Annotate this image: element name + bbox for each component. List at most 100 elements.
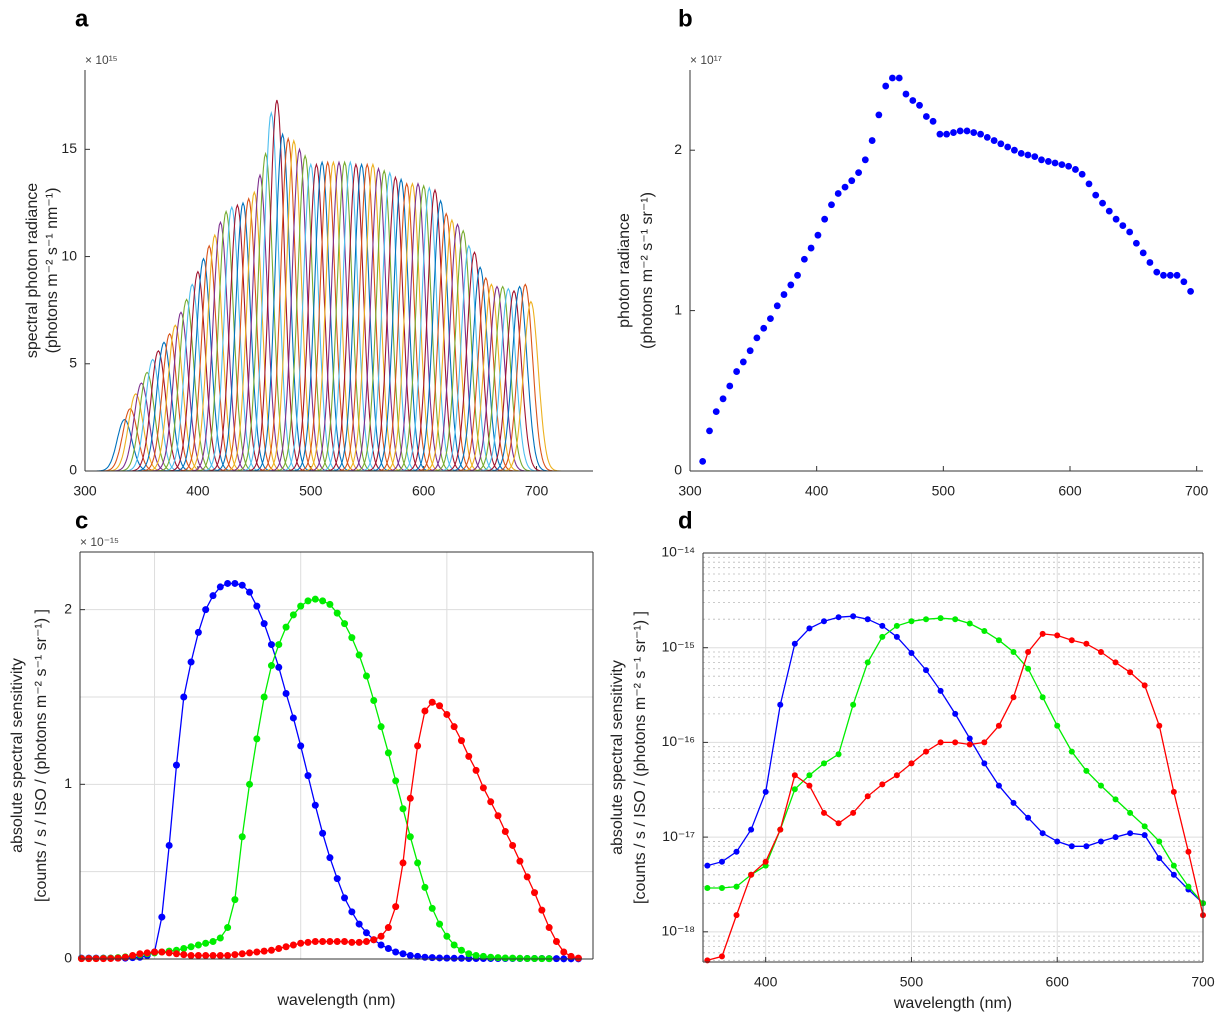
data-point (923, 667, 930, 674)
data-point (1072, 166, 1079, 173)
data-point (806, 772, 813, 779)
data-point (384, 749, 392, 757)
data-point (187, 658, 195, 666)
data-point (1127, 809, 1134, 816)
data-point (202, 939, 210, 947)
data-point (1132, 239, 1140, 247)
data-point (1054, 838, 1061, 845)
data-point (748, 826, 755, 833)
data-point (864, 616, 871, 623)
data-point (194, 952, 202, 960)
data-point (952, 710, 959, 717)
data-point (937, 687, 944, 694)
data-point (1166, 271, 1174, 279)
data-point (231, 951, 239, 959)
data-point (275, 945, 283, 953)
data-point (545, 924, 553, 932)
y-tick-label: 10⁻¹⁵ (662, 638, 695, 654)
data-point (348, 938, 356, 946)
data-point (260, 947, 268, 955)
data-point (1156, 855, 1163, 862)
data-point (922, 113, 930, 120)
data-point (238, 581, 246, 589)
y-tick-label: 10⁻¹⁸ (661, 923, 695, 939)
data-point (501, 827, 509, 835)
data-point (1180, 278, 1188, 286)
data-point (777, 701, 784, 708)
data-point (800, 255, 808, 263)
data-point (1039, 694, 1046, 701)
y-multiplier: × 10¹⁵ (85, 53, 118, 67)
data-point (304, 938, 312, 946)
data-point (370, 936, 378, 944)
data-point (1141, 682, 1148, 689)
data-point (501, 954, 509, 962)
data-point (414, 859, 422, 867)
data-point (1160, 271, 1167, 279)
data-point (297, 939, 305, 947)
data-point (516, 857, 524, 865)
data-point (712, 408, 720, 416)
data-point (289, 611, 297, 619)
data-point (791, 640, 798, 647)
data-point (253, 602, 261, 610)
data-point (450, 723, 458, 731)
data-point (850, 613, 857, 620)
data-point (1156, 838, 1163, 845)
y-tick-label: 2 (64, 600, 72, 616)
data-point (450, 941, 458, 949)
data-point (282, 623, 290, 631)
data-point (574, 954, 582, 962)
data-point (879, 781, 886, 788)
data-point (421, 953, 429, 961)
data-point (348, 908, 356, 916)
data-point (1025, 649, 1032, 656)
data-point (1127, 669, 1134, 676)
data-point (472, 766, 480, 774)
data-point (362, 672, 370, 680)
data-point (1078, 170, 1086, 178)
panel-label: b (678, 5, 693, 32)
y-tick-label: 1 (64, 775, 72, 791)
data-point (981, 739, 988, 746)
data-point (748, 871, 755, 878)
data-point (908, 618, 915, 625)
data-point (267, 946, 275, 954)
data-point (516, 954, 524, 962)
data-point (414, 742, 422, 750)
data-point (494, 812, 502, 820)
data-point (1010, 146, 1018, 154)
data-point (406, 833, 414, 841)
data-point (879, 633, 886, 640)
panel-label: a (75, 5, 89, 32)
data-point (1097, 782, 1104, 789)
data-point (172, 761, 180, 769)
data-point (950, 129, 957, 136)
data-point (311, 938, 319, 946)
data-point (952, 739, 959, 746)
data-point (355, 938, 363, 946)
y-axis-label: photon radiance (616, 213, 633, 328)
data-point (997, 140, 1005, 148)
data-point (762, 858, 769, 865)
data-point (436, 954, 444, 962)
data-point (443, 954, 451, 962)
data-point (767, 315, 774, 323)
data-point (487, 798, 495, 806)
data-point (704, 862, 711, 869)
data-point (733, 368, 741, 375)
data-point (1031, 153, 1039, 161)
x-tick-label: 600 (1046, 974, 1070, 990)
data-point (909, 97, 917, 104)
data-point (202, 952, 210, 960)
data-point (472, 952, 480, 960)
data-point (995, 637, 1002, 644)
data-point (289, 714, 297, 722)
data-point (377, 941, 385, 949)
data-point (297, 742, 305, 750)
data-point (1105, 207, 1113, 215)
data-point (406, 794, 414, 802)
data-point (129, 952, 137, 960)
data-point (333, 875, 341, 883)
